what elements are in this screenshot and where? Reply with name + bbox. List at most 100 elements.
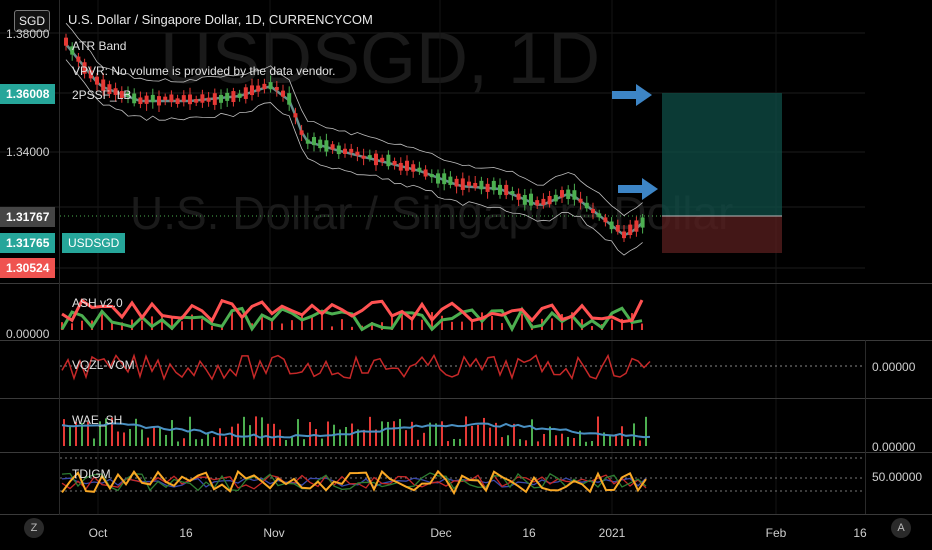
ash-oscillator (60, 298, 644, 333)
tdigm-label[interactable]: TDIGM (72, 467, 111, 481)
currency-button[interactable]: SGD (14, 10, 50, 32)
candle-body (473, 182, 478, 188)
candle-body (88, 70, 93, 79)
candle-body (640, 217, 645, 228)
candle-body (225, 92, 230, 101)
legend-atr-band[interactable]: ATR Band (72, 39, 127, 53)
atr-band (65, 22, 644, 256)
candle-body (250, 85, 254, 96)
price-tick-mid: 1.34000 (6, 145, 50, 159)
candle-body (212, 93, 217, 105)
candle-body (312, 137, 316, 146)
candle-body (603, 217, 608, 223)
arrow-icon (612, 84, 652, 106)
candle-body (504, 184, 509, 196)
candle-body (628, 224, 633, 236)
candle-body (157, 96, 161, 106)
candle-body (479, 180, 484, 190)
candle-body (256, 85, 261, 92)
candle-body (194, 99, 199, 103)
candle-body (231, 91, 236, 103)
chart-title: U.S. Dollar / Singapore Dollar, 1D, CURR… (68, 12, 373, 27)
candle-body (584, 202, 589, 209)
candle-body (411, 164, 416, 172)
ash-bull-line (60, 306, 643, 333)
auto-scale-button[interactable]: A (891, 518, 911, 538)
candle-body (529, 193, 533, 206)
candle-body (374, 153, 378, 166)
candle-body (64, 37, 68, 46)
tdigm-line (61, 469, 647, 496)
candle-body (547, 195, 552, 205)
candle-body (274, 86, 279, 91)
candle-body (498, 184, 502, 195)
candle-body (516, 193, 521, 200)
legend-vpvr[interactable]: VPVR: No volume is provided by the data … (72, 64, 336, 78)
candle-body (560, 190, 564, 198)
stop-zone (662, 216, 782, 253)
target-price-badge: 1.36008 (0, 84, 56, 104)
candle-body (181, 95, 186, 102)
candle-body (467, 181, 471, 186)
vqzl-oscillator (61, 353, 651, 381)
candle-body (126, 92, 130, 97)
vqzl-line (61, 353, 651, 381)
candle-body (367, 155, 372, 159)
candle-body (206, 97, 211, 102)
target-zone (662, 93, 782, 216)
candle-body (591, 208, 595, 214)
candle-body (318, 139, 323, 149)
candle-body (262, 83, 267, 90)
ash-bear-line (61, 298, 644, 324)
candle-body (386, 154, 391, 167)
candle-body (355, 151, 360, 156)
pssf-line (65, 43, 644, 237)
candle-body (448, 176, 453, 185)
zoom-button[interactable]: Z (24, 518, 44, 538)
tdigm-line (61, 474, 647, 491)
candle-body (597, 213, 602, 218)
candle-body (299, 130, 304, 135)
time-tick: Nov (263, 526, 285, 540)
wae-label[interactable]: WAE_SH (72, 413, 123, 427)
candle-body (95, 76, 99, 85)
candle-body (541, 198, 546, 205)
candle-body (281, 90, 285, 97)
candle-body (615, 225, 620, 232)
ash-label[interactable]: ASH v2.0 (72, 296, 123, 310)
candle-body (107, 84, 112, 95)
symbol-watermark: USDSGD, 1D (160, 19, 601, 99)
wae-value: 0.00000 (872, 440, 916, 454)
last-price-badge: 1.31767 (0, 207, 56, 227)
candle-body (305, 139, 310, 144)
candle-body (553, 194, 558, 202)
candle-body (336, 145, 341, 155)
candle-body (119, 91, 124, 99)
candle-body (169, 94, 174, 102)
candle-body (485, 183, 490, 192)
candle-body (535, 200, 540, 206)
candle-body (132, 93, 137, 104)
tdigm-line (61, 472, 647, 492)
candle-body (572, 190, 577, 200)
candle-body (491, 180, 496, 191)
time-tick: 16 (522, 526, 536, 540)
tdigm-value: 50.00000 (872, 470, 923, 484)
candle-body (566, 189, 571, 199)
candle-body (200, 94, 205, 103)
candle-body (578, 198, 583, 203)
candle-body (188, 94, 192, 105)
candle-body (76, 56, 81, 62)
wae-explosion-line (61, 422, 651, 439)
atr-upper-band (65, 22, 643, 217)
candle-body (113, 88, 118, 95)
candle-body (436, 173, 440, 184)
time-tick: Oct (88, 526, 108, 540)
candle-body (82, 62, 87, 74)
candle-body (454, 178, 459, 187)
vqzl-label[interactable]: VQZL-VOM (72, 358, 135, 372)
candle-body (405, 160, 409, 171)
legend-2pssf[interactable]: 2PSSF_LB (72, 88, 132, 102)
tdigm-lines (61, 469, 647, 496)
